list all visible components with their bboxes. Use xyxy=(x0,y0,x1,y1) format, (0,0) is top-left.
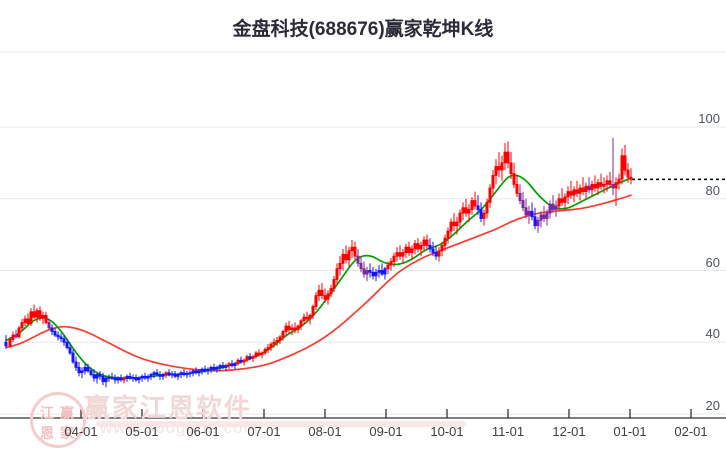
x-axis-tick-label: 02-01 xyxy=(674,424,708,439)
watermark-seal: 江 赢 恩 家 xyxy=(30,392,86,448)
candles-layer xyxy=(4,137,633,388)
y-axis-tick-label: 100 xyxy=(698,111,720,126)
x-axis-tick-label: 11-01 xyxy=(491,424,525,439)
watermark-brand: 赢家江恩软件 xyxy=(84,393,253,423)
y-axis-tick-label: 20 xyxy=(705,398,720,413)
x-axis-tick-label: 04-01 xyxy=(64,424,98,439)
x-axis-tick-label: 05-01 xyxy=(125,424,159,439)
x-axis-tick-label: 12-01 xyxy=(552,424,586,439)
watermark-bar xyxy=(96,421,466,427)
y-axis-tick-label: 80 xyxy=(705,182,720,198)
axis-layer xyxy=(0,409,726,419)
x-axis-tick-label: 07-01 xyxy=(247,424,281,439)
seal-char-1: 江 xyxy=(40,405,54,421)
seal-char-4: 家 xyxy=(60,425,74,441)
x-axis-tick-label: 01-01 xyxy=(613,424,647,439)
x-axis-tick-label: 10-01 xyxy=(430,424,464,439)
seal-char-2: 赢 xyxy=(60,405,74,421)
seal-char-3: 恩 xyxy=(40,425,54,441)
page-title: 金盘科技(688676)赢家乾坤K线 xyxy=(232,19,494,40)
x-axis-tick-label: 09-01 xyxy=(369,424,403,439)
y-axis-tick-label: 60 xyxy=(705,254,720,270)
grid-layer xyxy=(0,51,726,415)
y-axis-tick-label: 40 xyxy=(705,326,720,342)
x-axis-tick-label: 08-01 xyxy=(308,424,342,439)
watermark-url: www.360gann.com xyxy=(100,418,259,437)
x-axis-tick-label: 06-01 xyxy=(186,424,220,439)
ma-short-line xyxy=(5,174,632,379)
